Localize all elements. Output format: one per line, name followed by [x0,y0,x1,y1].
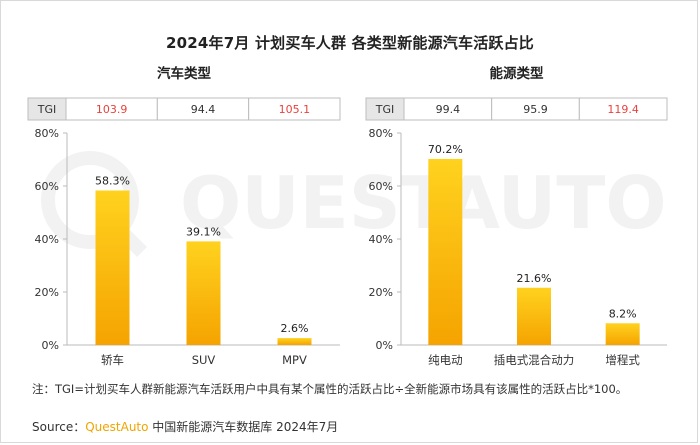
source-line: Source：QuestAuto 中国新能源汽车数据库 2024年7月 [32,418,338,435]
panel2-x-tick-label-2: 插电式混合动力 [494,353,575,367]
page-title: 2024年7月 计划买车人群 各类型新能源汽车活跃占比 [165,34,535,52]
panel1-bar-2 [186,241,221,345]
panel1-tgi-label: TGI [37,103,57,116]
panel1-y-tick-label-2: 20% [35,286,59,299]
footnote: 注：TGI=计划买车人群新能源汽车活跃用户中具有某个属性的活跃占比÷全新能源市场… [32,382,628,396]
panel1-tgi-cell-3 [248,97,341,121]
source-rest: 中国新能源汽车数据库 2024年7月 [148,420,339,434]
panel2-y-tick-label-2: 20% [369,286,393,299]
panel1-y-tick-label-4: 60% [35,180,59,193]
source-brand: QuestAuto [85,420,149,434]
panel1-bar-3 [277,338,312,345]
panel1-x-tick-label-1: 轿车 [101,353,124,367]
panel1-title: 汽车类型 [157,65,211,82]
panel1-tgi-value-3: 105.1 [279,103,311,116]
watermark-text: QUESTAUTO [180,161,667,245]
source-prefix: Source： [32,420,86,434]
panel2-y-tick-label-5: 80% [369,127,393,140]
panel2-x-tick-label-1: 纯电动 [428,353,463,367]
watermark: QUESTAUTO [41,151,667,257]
panel1-data-label-2: 39.1% [186,225,221,238]
panel2-bar-1 [428,158,463,345]
panel2-y-tick-label-3: 40% [369,233,393,246]
panel2-y-tick-label-1: 0% [376,339,393,352]
panel2-tgi-value-2: 95.9 [523,103,548,116]
panel1-x-tick-label-2: SUV [192,353,216,367]
panel2-title: 能源类型 [490,65,544,82]
panel1-tgi-value-1: 103.9 [96,103,128,116]
panel1-y-tick-label-3: 40% [35,233,59,246]
panel2-tgi-value-3: 119.4 [607,103,639,116]
panel2-y-tick-label-4: 60% [369,180,393,193]
panel1-x-tick-label-3: MPV [282,353,307,367]
panel2-tgi-label: TGI [375,103,395,116]
panel2-data-label-2: 21.6% [517,272,552,285]
panel2-data-label-1: 70.2% [428,143,463,156]
panel2-bar-2 [517,287,551,345]
panel2-bar-3 [605,323,640,345]
panel2-data-label-3: 8.2% [609,307,637,320]
panel1-tgi-value-2: 94.4 [191,103,216,116]
panel1-y-tick-label-1: 0% [42,339,59,352]
panel2-tgi-value-1: 99.4 [436,103,461,116]
panel1-y-tick-label-5: 80% [35,127,59,140]
panel1-data-label-3: 2.6% [281,322,309,335]
panel1-bar-1 [95,190,130,345]
panel1-data-label-1: 58.3% [95,175,130,188]
panel2-x-tick-label-3: 增程式 [605,353,640,367]
panel2-tgi-cell-3 [578,97,668,121]
